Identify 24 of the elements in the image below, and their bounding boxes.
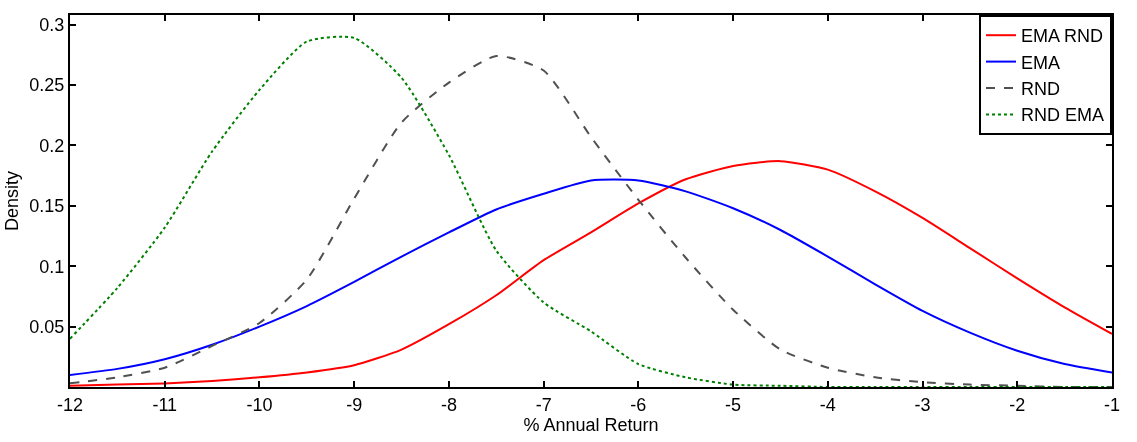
x-tick-label: -10 [246, 394, 273, 415]
x-tick-label: -6 [630, 394, 647, 415]
x-tick-label: -7 [535, 394, 552, 415]
legend-label: RND [1021, 79, 1060, 100]
x-tick-label: -8 [440, 394, 457, 415]
y-tick-label: 0.15 [29, 196, 65, 217]
x-tick-label: -4 [819, 394, 836, 415]
y-tick-label: 0.2 [39, 135, 65, 156]
y-tick-label: 0.05 [29, 316, 65, 337]
x-tick-label: -3 [914, 394, 931, 415]
y-tick-label: 0.25 [29, 75, 65, 96]
x-tick-label: -12 [56, 394, 84, 415]
x-tick-label: -9 [346, 394, 363, 415]
x-axis-title: % Annual Return [523, 414, 659, 435]
y-axis-title: Density [2, 170, 23, 232]
legend-label: EMA RND [1021, 26, 1104, 47]
y-tick-label: 0.1 [39, 256, 65, 277]
y-tick-label: 0.3 [39, 14, 65, 35]
x-tick-label: -2 [1009, 394, 1026, 415]
legend-label: EMA [1021, 52, 1061, 73]
x-tick-label: -11 [152, 394, 178, 415]
x-tick-label: -1 [1103, 394, 1121, 415]
legend-label: RND EMA [1021, 105, 1105, 126]
x-tick-label: -5 [725, 394, 742, 415]
